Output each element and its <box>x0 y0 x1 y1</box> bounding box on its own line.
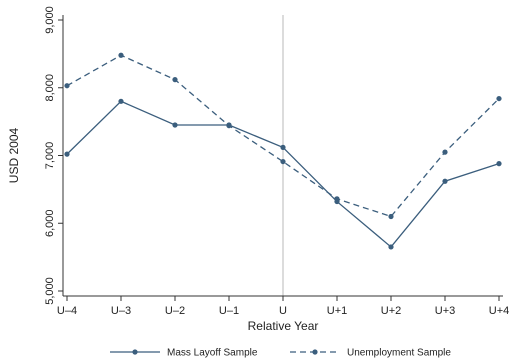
data-point <box>172 122 178 128</box>
x-axis-title: Relative Year <box>248 319 319 333</box>
data-point <box>280 144 286 150</box>
series-layer <box>64 52 502 250</box>
y-tick-label: 9,000 <box>44 6 56 34</box>
y-tick-label: 6,000 <box>44 209 56 237</box>
x-ticks: U–4 U–3 U–2 U–1 U U+1 U+2 U+3 U+4 <box>57 296 509 317</box>
data-point <box>118 52 124 58</box>
y-tick-label: 7,000 <box>44 142 56 170</box>
x-tick-label: U–4 <box>57 305 77 317</box>
x-tick-label: U+3 <box>435 305 456 317</box>
legend-marker-0 <box>132 349 138 355</box>
data-point <box>118 98 124 104</box>
legend-label: Mass Layoff Sample <box>167 348 258 359</box>
y-ticks: 5,000 6,000 7,000 8,000 9,000 <box>44 6 63 305</box>
data-point <box>388 213 394 220</box>
series-line <box>66 54 500 218</box>
x-tick-label: U–2 <box>165 305 185 317</box>
y-axis-title: USD 2004 <box>7 127 21 183</box>
data-point <box>280 158 286 165</box>
legend-marker-1 <box>312 349 318 355</box>
legend: Mass Layoff Sample Unemployment Sample <box>110 348 451 359</box>
data-point <box>334 196 340 202</box>
x-tick-label: U+2 <box>381 305 402 317</box>
x-tick-label: U+1 <box>327 305 348 317</box>
x-tick-label: U–3 <box>111 305 131 317</box>
data-point <box>442 149 448 155</box>
data-point <box>442 178 448 184</box>
y-tick-label: 8,000 <box>44 74 56 102</box>
series-unemployment-sample <box>64 52 502 220</box>
x-tick-label: U+4 <box>489 305 510 317</box>
y-tick-label: 5,000 <box>44 277 56 305</box>
data-point <box>496 161 502 167</box>
data-point <box>388 244 394 250</box>
x-tick-label: U <box>279 305 287 317</box>
x-tick-label: U–1 <box>219 305 239 317</box>
data-point <box>172 77 178 83</box>
data-point <box>64 151 70 157</box>
data-point <box>64 83 70 89</box>
data-point <box>496 95 502 102</box>
data-point <box>226 123 232 129</box>
legend-label: Unemployment Sample <box>347 348 451 359</box>
